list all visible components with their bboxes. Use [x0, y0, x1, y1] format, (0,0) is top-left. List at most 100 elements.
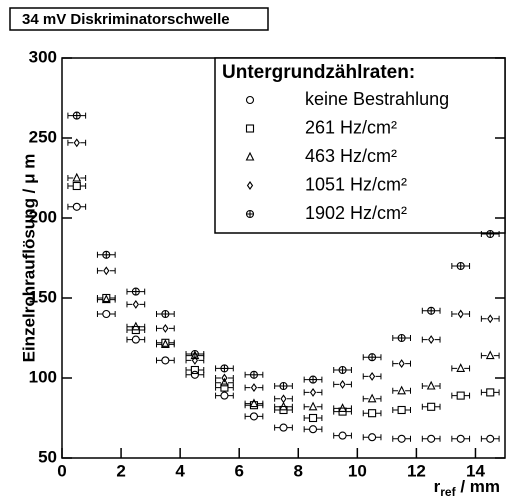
error-bar: [480, 315, 500, 322]
error-bar: [156, 339, 175, 346]
error-bar: [333, 432, 352, 439]
marker: [103, 266, 110, 276]
legend-marker: [245, 209, 255, 219]
marker: [457, 309, 464, 319]
x-label-unit: / mm: [456, 477, 500, 496]
error-bar: [392, 435, 411, 442]
marker: [279, 381, 288, 391]
error-bar: [392, 407, 411, 413]
error-bar: [362, 434, 382, 441]
error-bar: [67, 175, 87, 181]
error-bar: [274, 424, 293, 431]
error-bar: [333, 408, 352, 415]
legend-marker: [246, 181, 254, 190]
marker: [73, 138, 80, 148]
marker: [190, 350, 200, 360]
marker: [280, 394, 287, 404]
error-bar: [244, 413, 264, 420]
error-bar: [333, 405, 352, 412]
marker: [102, 250, 111, 259]
error-bar: [185, 357, 205, 364]
legend-marker: [245, 95, 255, 105]
marker: [428, 335, 435, 345]
error-bar: [274, 403, 293, 410]
x-tick-label: 8: [294, 461, 303, 480]
error-bar: [274, 395, 293, 402]
error-bar: [362, 373, 382, 380]
error-bar: [421, 307, 441, 314]
error-bar: [126, 336, 146, 343]
marker: [486, 388, 495, 397]
marker: [249, 401, 259, 410]
marker: [102, 309, 111, 319]
error-bar: [96, 311, 116, 317]
marker: [397, 333, 406, 343]
error-bar: [185, 371, 205, 378]
legend-title: Untergrundzählraten:: [222, 62, 415, 83]
marker: [308, 413, 318, 423]
x-label-subscript: ref: [440, 485, 456, 499]
marker: [131, 321, 141, 331]
marker: [250, 383, 258, 393]
error-bar: [244, 402, 264, 409]
marker: [249, 398, 259, 408]
marker: [101, 294, 111, 304]
legend-box: [214, 57, 506, 234]
marker: [279, 423, 288, 432]
error-bar: [156, 357, 175, 364]
error-bar: [215, 384, 234, 391]
marker: [368, 371, 376, 381]
error-bar: [333, 381, 352, 388]
marker: [221, 373, 228, 383]
error-bar: [185, 351, 205, 357]
error-bar: [156, 325, 175, 332]
marker: [485, 350, 495, 360]
marker: [161, 309, 170, 319]
y-tick-label: 200: [29, 207, 57, 226]
error-bar: [303, 415, 323, 421]
marker: [487, 314, 494, 324]
x-tick-label: 2: [116, 461, 125, 480]
y-axis-label: Einzelrohrauflösung / μ m: [19, 154, 38, 363]
marker: [456, 261, 465, 271]
y-tick-label: 150: [29, 287, 57, 306]
legend-marker: [245, 151, 255, 161]
marker: [279, 401, 288, 411]
marker: [72, 181, 81, 191]
error-bar: [392, 335, 411, 341]
error-bar: [126, 288, 146, 295]
error-bar: [156, 341, 175, 348]
marker: [456, 391, 465, 400]
marker: [72, 172, 82, 182]
error-bar: [274, 383, 293, 389]
y-tick-label: 300: [29, 47, 57, 66]
x-tick-label: 10: [348, 461, 367, 480]
error-bar: [303, 426, 323, 433]
marker: [427, 402, 436, 411]
y-tick-label: 100: [29, 367, 57, 386]
marker: [249, 370, 259, 379]
error-bar: [126, 327, 146, 333]
error-bar: [362, 395, 382, 402]
error-bar: [303, 376, 323, 383]
marker: [162, 323, 169, 333]
error-bar: [96, 296, 116, 303]
marker: [190, 370, 199, 379]
error-bar: [451, 311, 471, 317]
legend-label: 1051 Hz/cm²: [305, 174, 407, 194]
marker: [339, 379, 346, 389]
error-bar: [333, 367, 352, 373]
error-bar: [451, 365, 471, 372]
error-bar: [274, 407, 293, 413]
marker: [220, 391, 229, 400]
error-bar: [392, 360, 411, 367]
x-tick-label: 6: [234, 461, 243, 480]
marker: [427, 434, 436, 443]
marker: [220, 364, 229, 373]
marker: [486, 434, 495, 443]
error-bar: [67, 183, 87, 189]
marker: [190, 349, 199, 359]
x-tick-label: 0: [57, 461, 66, 480]
marker: [427, 306, 436, 315]
